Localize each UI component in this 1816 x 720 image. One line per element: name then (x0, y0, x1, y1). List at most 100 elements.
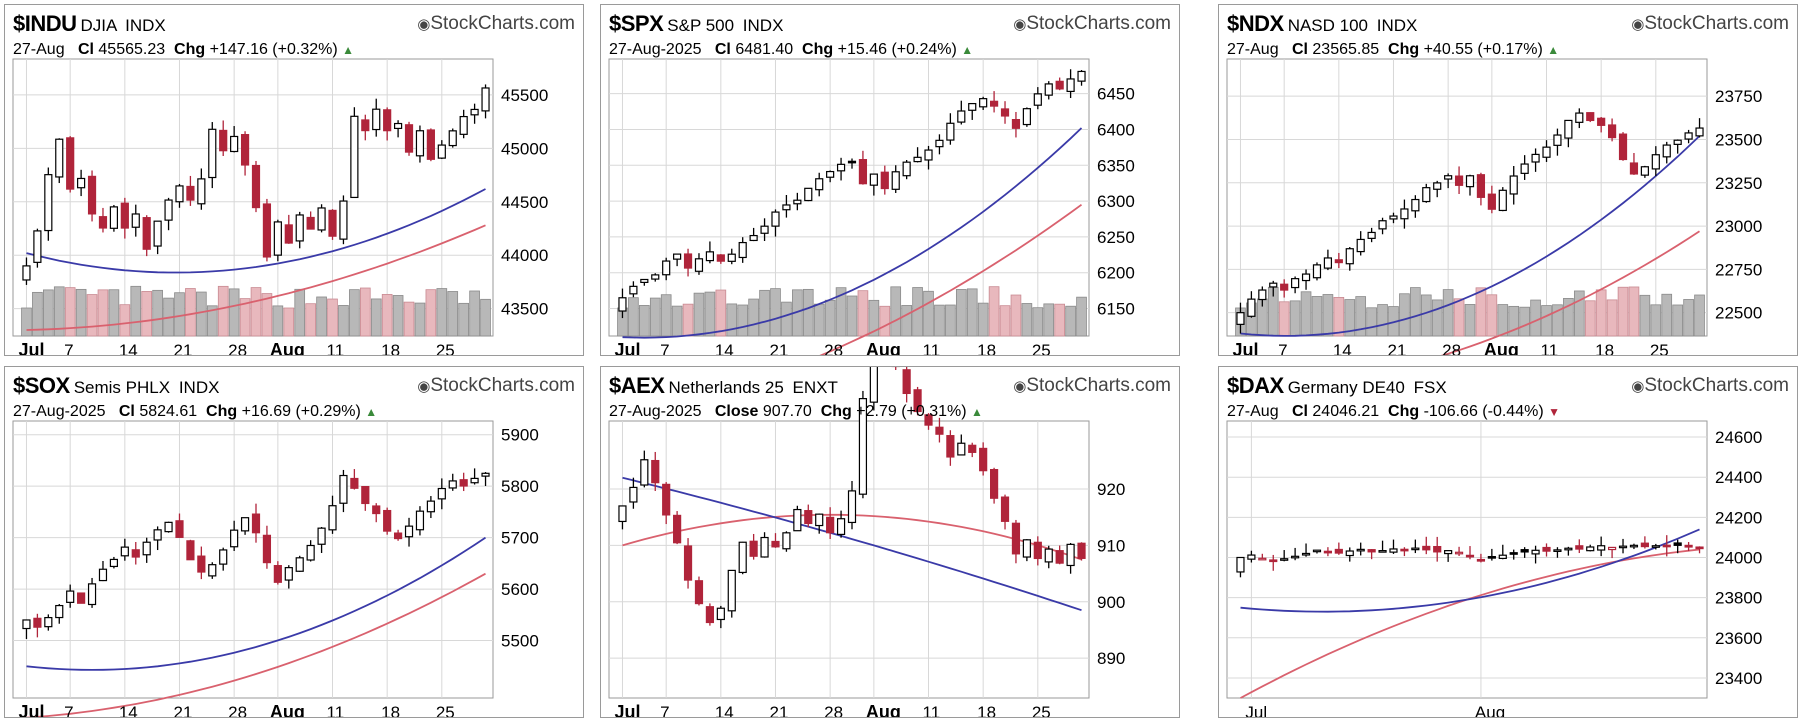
candle[interactable] (66, 584, 75, 608)
candle[interactable] (1695, 546, 1704, 554)
candle[interactable] (120, 538, 129, 561)
candle[interactable] (738, 541, 747, 575)
candle[interactable] (230, 520, 239, 551)
candle[interactable] (1618, 538, 1628, 554)
candle[interactable] (1564, 546, 1573, 556)
candle[interactable] (22, 257, 31, 285)
candle[interactable] (1055, 545, 1064, 565)
candle[interactable] (1498, 544, 1507, 560)
chart-panel-aex[interactable]: 890 900 910 920 Jul 7 14 21 28 Aug 11 18 25 $AEX Nethe… (600, 366, 1180, 718)
chart-panel-indu[interactable]: 43500 44000 44500 45000 45500 Jul 7 14 21 28 Aug 11… (4, 4, 584, 356)
candle[interactable] (328, 495, 337, 534)
candle[interactable] (1673, 539, 1682, 554)
symbol[interactable]: $SPX (609, 11, 664, 36)
candle[interactable] (426, 496, 435, 519)
candle[interactable] (1454, 546, 1464, 557)
candle[interactable] (804, 187, 813, 202)
candle[interactable] (1066, 69, 1075, 99)
candle[interactable] (448, 128, 457, 148)
candle[interactable] (404, 121, 414, 156)
candle[interactable] (869, 173, 878, 196)
candle[interactable] (22, 619, 31, 639)
candle[interactable] (219, 547, 228, 571)
candle[interactable] (383, 507, 392, 535)
candle[interactable] (640, 278, 649, 286)
brand-watermark[interactable]: ◉StockCharts.com (1013, 13, 1171, 35)
candle[interactable] (1607, 118, 1617, 142)
candle[interactable] (175, 513, 184, 538)
candle[interactable] (393, 529, 403, 541)
candle[interactable] (705, 603, 715, 626)
candle[interactable] (1334, 252, 1343, 269)
candle[interactable] (284, 565, 293, 589)
candle[interactable] (826, 507, 835, 539)
candle[interactable] (924, 413, 933, 430)
candle[interactable] (946, 113, 955, 145)
candle[interactable] (869, 367, 878, 411)
candle[interactable] (142, 537, 151, 563)
candle[interactable] (836, 157, 846, 181)
brand-watermark[interactable]: ◉StockCharts.com (1013, 375, 1171, 397)
candle[interactable] (1465, 546, 1475, 560)
candle[interactable] (1022, 107, 1031, 127)
candle[interactable] (651, 273, 660, 282)
candle[interactable] (924, 145, 933, 170)
candle[interactable] (459, 109, 468, 139)
candle[interactable] (109, 204, 119, 232)
candle[interactable] (1291, 276, 1300, 294)
candle[interactable] (131, 541, 140, 565)
candle[interactable] (415, 125, 425, 163)
symbol[interactable]: $NDX (1227, 11, 1284, 36)
chart-panel-dax[interactable]: 23400 23600 23800 24000 24200 24400 24600 Jul Au… (1218, 366, 1798, 718)
candle[interactable] (306, 211, 315, 230)
candle[interactable] (946, 430, 955, 466)
candle[interactable] (749, 227, 758, 242)
candle[interactable] (662, 257, 671, 281)
candle[interactable] (1044, 545, 1053, 569)
candle[interactable] (55, 138, 64, 184)
candle[interactable] (1077, 542, 1086, 561)
candle[interactable] (1312, 549, 1322, 554)
candle[interactable] (426, 128, 435, 162)
candle[interactable] (317, 526, 326, 553)
candle[interactable] (1312, 262, 1322, 281)
candle[interactable] (393, 120, 403, 138)
candle[interactable] (727, 248, 736, 265)
candle[interactable] (1629, 543, 1639, 550)
candle[interactable] (738, 237, 747, 263)
brand-watermark[interactable]: ◉StockCharts.com (1631, 13, 1789, 35)
candle[interactable] (1531, 148, 1540, 172)
candle[interactable] (1498, 187, 1507, 212)
candle[interactable] (383, 107, 392, 141)
candle[interactable] (1422, 183, 1431, 203)
candle[interactable] (782, 195, 791, 218)
candle[interactable] (771, 533, 780, 548)
candle[interactable] (77, 169, 86, 197)
candle[interactable] (153, 526, 162, 551)
candle[interactable] (1367, 549, 1376, 560)
candle[interactable] (437, 478, 446, 510)
candle[interactable] (1553, 128, 1562, 156)
candle[interactable] (1695, 118, 1704, 138)
candle[interactable] (1476, 172, 1486, 206)
candle[interactable] (705, 241, 715, 264)
candle[interactable] (902, 367, 911, 403)
candle[interactable] (629, 477, 638, 509)
candle[interactable] (1476, 553, 1486, 563)
candle[interactable] (1520, 547, 1529, 558)
candle[interactable] (77, 592, 86, 604)
candle[interactable] (1033, 536, 1042, 566)
candle[interactable] (858, 150, 868, 185)
candle[interactable] (935, 417, 944, 443)
candle[interactable] (694, 253, 704, 275)
candle[interactable] (1422, 536, 1431, 555)
candle[interactable] (164, 197, 173, 231)
candle[interactable] (1454, 166, 1464, 195)
candle[interactable] (1378, 217, 1387, 235)
candle[interactable] (1400, 199, 1409, 229)
candle[interactable] (208, 562, 217, 579)
candlestick-chart[interactable]: 6150 6200 6250 6300 6350 6400 6450 Jul 7 14 21 28 Au… (601, 5, 1180, 356)
candle[interactable] (804, 504, 813, 528)
candle[interactable] (1356, 542, 1365, 556)
candle[interactable] (1280, 550, 1289, 562)
